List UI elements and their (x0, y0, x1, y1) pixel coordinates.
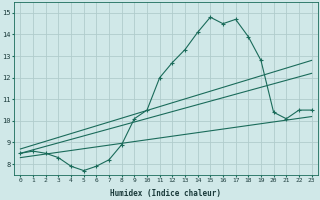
X-axis label: Humidex (Indice chaleur): Humidex (Indice chaleur) (110, 189, 221, 198)
